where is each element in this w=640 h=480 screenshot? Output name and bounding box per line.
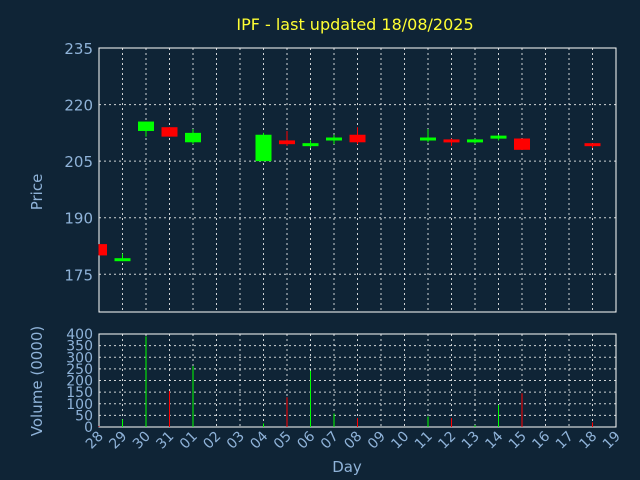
candle-body bbox=[255, 134, 272, 162]
volume-tick-label: 0 bbox=[84, 420, 93, 436]
candle-body bbox=[185, 132, 201, 143]
volume-tick-label: 200 bbox=[66, 374, 93, 390]
price-tick-label: 220 bbox=[64, 97, 93, 115]
volume-tick-label: 100 bbox=[66, 397, 93, 413]
price-tick-label: 175 bbox=[64, 266, 93, 284]
candle-body bbox=[114, 258, 131, 262]
candle-body bbox=[584, 143, 601, 147]
price-axis-label: Price bbox=[28, 174, 46, 211]
volume-axis-label: Volume (0000) bbox=[28, 326, 46, 436]
candle-body bbox=[138, 121, 154, 131]
volume-tick-label: 250 bbox=[66, 362, 93, 378]
price-tick-label: 190 bbox=[64, 210, 93, 228]
candle-body bbox=[302, 143, 319, 147]
x-axis-label: Day bbox=[332, 458, 362, 476]
candle-body bbox=[443, 139, 460, 143]
volume-tick-label: 350 bbox=[66, 339, 93, 355]
chart-title: IPF - last updated 18/08/2025 bbox=[236, 15, 473, 34]
price-panel: 175 190 205 220 235 bbox=[64, 40, 617, 313]
volume-tick-label: 50 bbox=[75, 408, 93, 424]
candle-body bbox=[326, 137, 342, 141]
candle-body bbox=[349, 134, 366, 143]
price-tick-label: 205 bbox=[64, 153, 93, 171]
candle-body bbox=[279, 140, 295, 145]
candle-body bbox=[490, 135, 507, 139]
volume-tick-label: 300 bbox=[66, 350, 93, 366]
candle-body bbox=[514, 138, 530, 150]
candle-body bbox=[467, 139, 483, 143]
candle-body bbox=[99, 244, 107, 256]
price-tick-label: 235 bbox=[64, 40, 93, 58]
volume-tick-label: 400 bbox=[66, 327, 93, 343]
volume-tick-label: 150 bbox=[66, 385, 93, 401]
price-panel-frame bbox=[98, 47, 617, 313]
candle-body bbox=[420, 137, 436, 141]
candle-body bbox=[161, 127, 178, 137]
